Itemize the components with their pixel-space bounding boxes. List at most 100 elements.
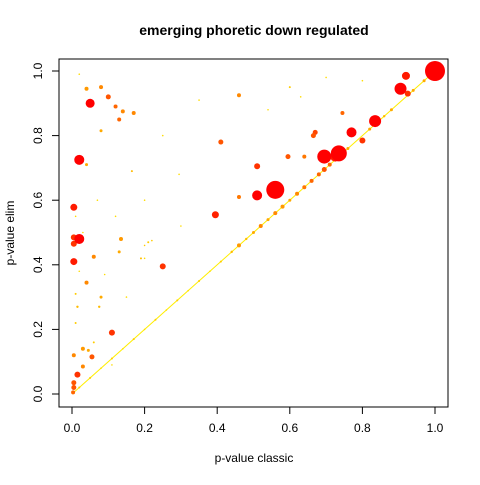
data-point — [285, 154, 291, 160]
diagonal-data-point — [280, 204, 285, 209]
diagonal-data-point — [266, 218, 270, 222]
data-point — [76, 305, 79, 308]
data-point — [105, 94, 111, 100]
x-tick-label: 1.0 — [427, 421, 444, 435]
x-tick-label: 0.6 — [281, 421, 298, 435]
data-point — [71, 380, 77, 386]
data-point — [178, 173, 180, 176]
data-point — [80, 346, 85, 351]
data-point — [111, 364, 113, 366]
data-point — [84, 86, 89, 91]
data-point — [359, 137, 366, 144]
data-point — [325, 76, 327, 79]
x-tick-label: 0.0 — [64, 421, 81, 435]
data-point — [302, 154, 307, 159]
data-point — [99, 85, 104, 90]
diagonal-data-point — [316, 172, 321, 177]
data-point — [82, 231, 84, 234]
data-point — [369, 115, 382, 128]
y-tick-label: 0.2 — [31, 321, 45, 338]
data-point — [91, 254, 96, 259]
diagonal-data-point — [295, 191, 300, 196]
data-point — [252, 190, 263, 201]
diagonal-data-point — [382, 115, 386, 118]
data-point — [288, 86, 291, 89]
data-point — [99, 295, 103, 299]
data-point — [198, 99, 200, 101]
data-point — [71, 390, 76, 395]
diagonal-data-point — [209, 270, 211, 273]
diagonal-data-point — [176, 299, 179, 302]
data-point — [70, 240, 77, 247]
diagonal-data-point — [252, 231, 255, 234]
y-tick-label: 0.4 — [31, 256, 45, 273]
x-axis-label: p-value classic — [215, 451, 294, 465]
data-point — [103, 273, 106, 276]
data-point — [74, 154, 85, 165]
data-point — [74, 371, 81, 378]
data-point — [125, 296, 128, 298]
diagonal-data-point — [122, 347, 124, 350]
data-point — [96, 199, 99, 201]
data-point — [299, 96, 302, 98]
data-point — [114, 215, 117, 218]
data-point — [92, 341, 95, 344]
x-tick-label: 0.2 — [136, 421, 153, 435]
diagonal-data-point — [273, 211, 278, 216]
diagonal-data-point — [187, 289, 189, 292]
data-point — [267, 108, 269, 111]
data-point — [218, 139, 224, 145]
diagonal-data-point — [198, 279, 201, 282]
data-point — [74, 215, 77, 218]
data-point — [85, 163, 89, 167]
y-tick-label: 1.0 — [31, 62, 45, 79]
data-point — [236, 194, 241, 199]
data-point — [99, 129, 103, 133]
data-point — [74, 233, 85, 244]
diagonal-data-point — [309, 178, 314, 183]
data-point — [236, 93, 241, 98]
data-point — [70, 203, 78, 211]
data-point — [80, 364, 85, 369]
y-tick-label: 0.6 — [31, 192, 45, 209]
data-point — [151, 239, 153, 242]
data-point — [211, 211, 219, 219]
data-point — [143, 257, 146, 260]
data-point — [131, 110, 136, 115]
data-point — [71, 353, 76, 358]
data-point — [266, 180, 285, 199]
data-point — [113, 104, 118, 109]
diagonal-data-point — [219, 260, 222, 263]
x-tick-label: 0.4 — [209, 421, 226, 435]
data-point — [310, 133, 316, 139]
y-tick-label: 0.0 — [31, 385, 45, 402]
data-point — [425, 61, 445, 81]
data-point — [85, 98, 95, 108]
data-point — [119, 236, 124, 241]
diagonal-data-point — [368, 127, 372, 131]
diagonal-data-point — [165, 309, 168, 311]
diagonal-data-point — [143, 328, 146, 331]
diagonal-data-point — [89, 376, 92, 379]
data-point — [401, 71, 410, 80]
diagonal-data-point — [154, 318, 157, 321]
diagonal-data-point — [230, 250, 233, 254]
data-point — [74, 321, 77, 324]
x-tick-label: 0.8 — [354, 421, 371, 435]
data-point — [89, 354, 95, 360]
data-point — [143, 199, 146, 201]
data-point — [340, 110, 345, 115]
data-point — [78, 270, 81, 273]
diagonal-data-point — [389, 108, 393, 112]
data-point — [71, 385, 77, 391]
data-point — [254, 163, 261, 170]
plot-frame — [58, 58, 449, 408]
data-point — [159, 263, 166, 270]
data-point — [161, 134, 164, 137]
data-point — [330, 145, 347, 162]
data-point — [143, 244, 146, 247]
diagonal-data-point — [422, 79, 426, 83]
data-point — [346, 127, 357, 138]
diagonal-data-point — [245, 237, 248, 241]
